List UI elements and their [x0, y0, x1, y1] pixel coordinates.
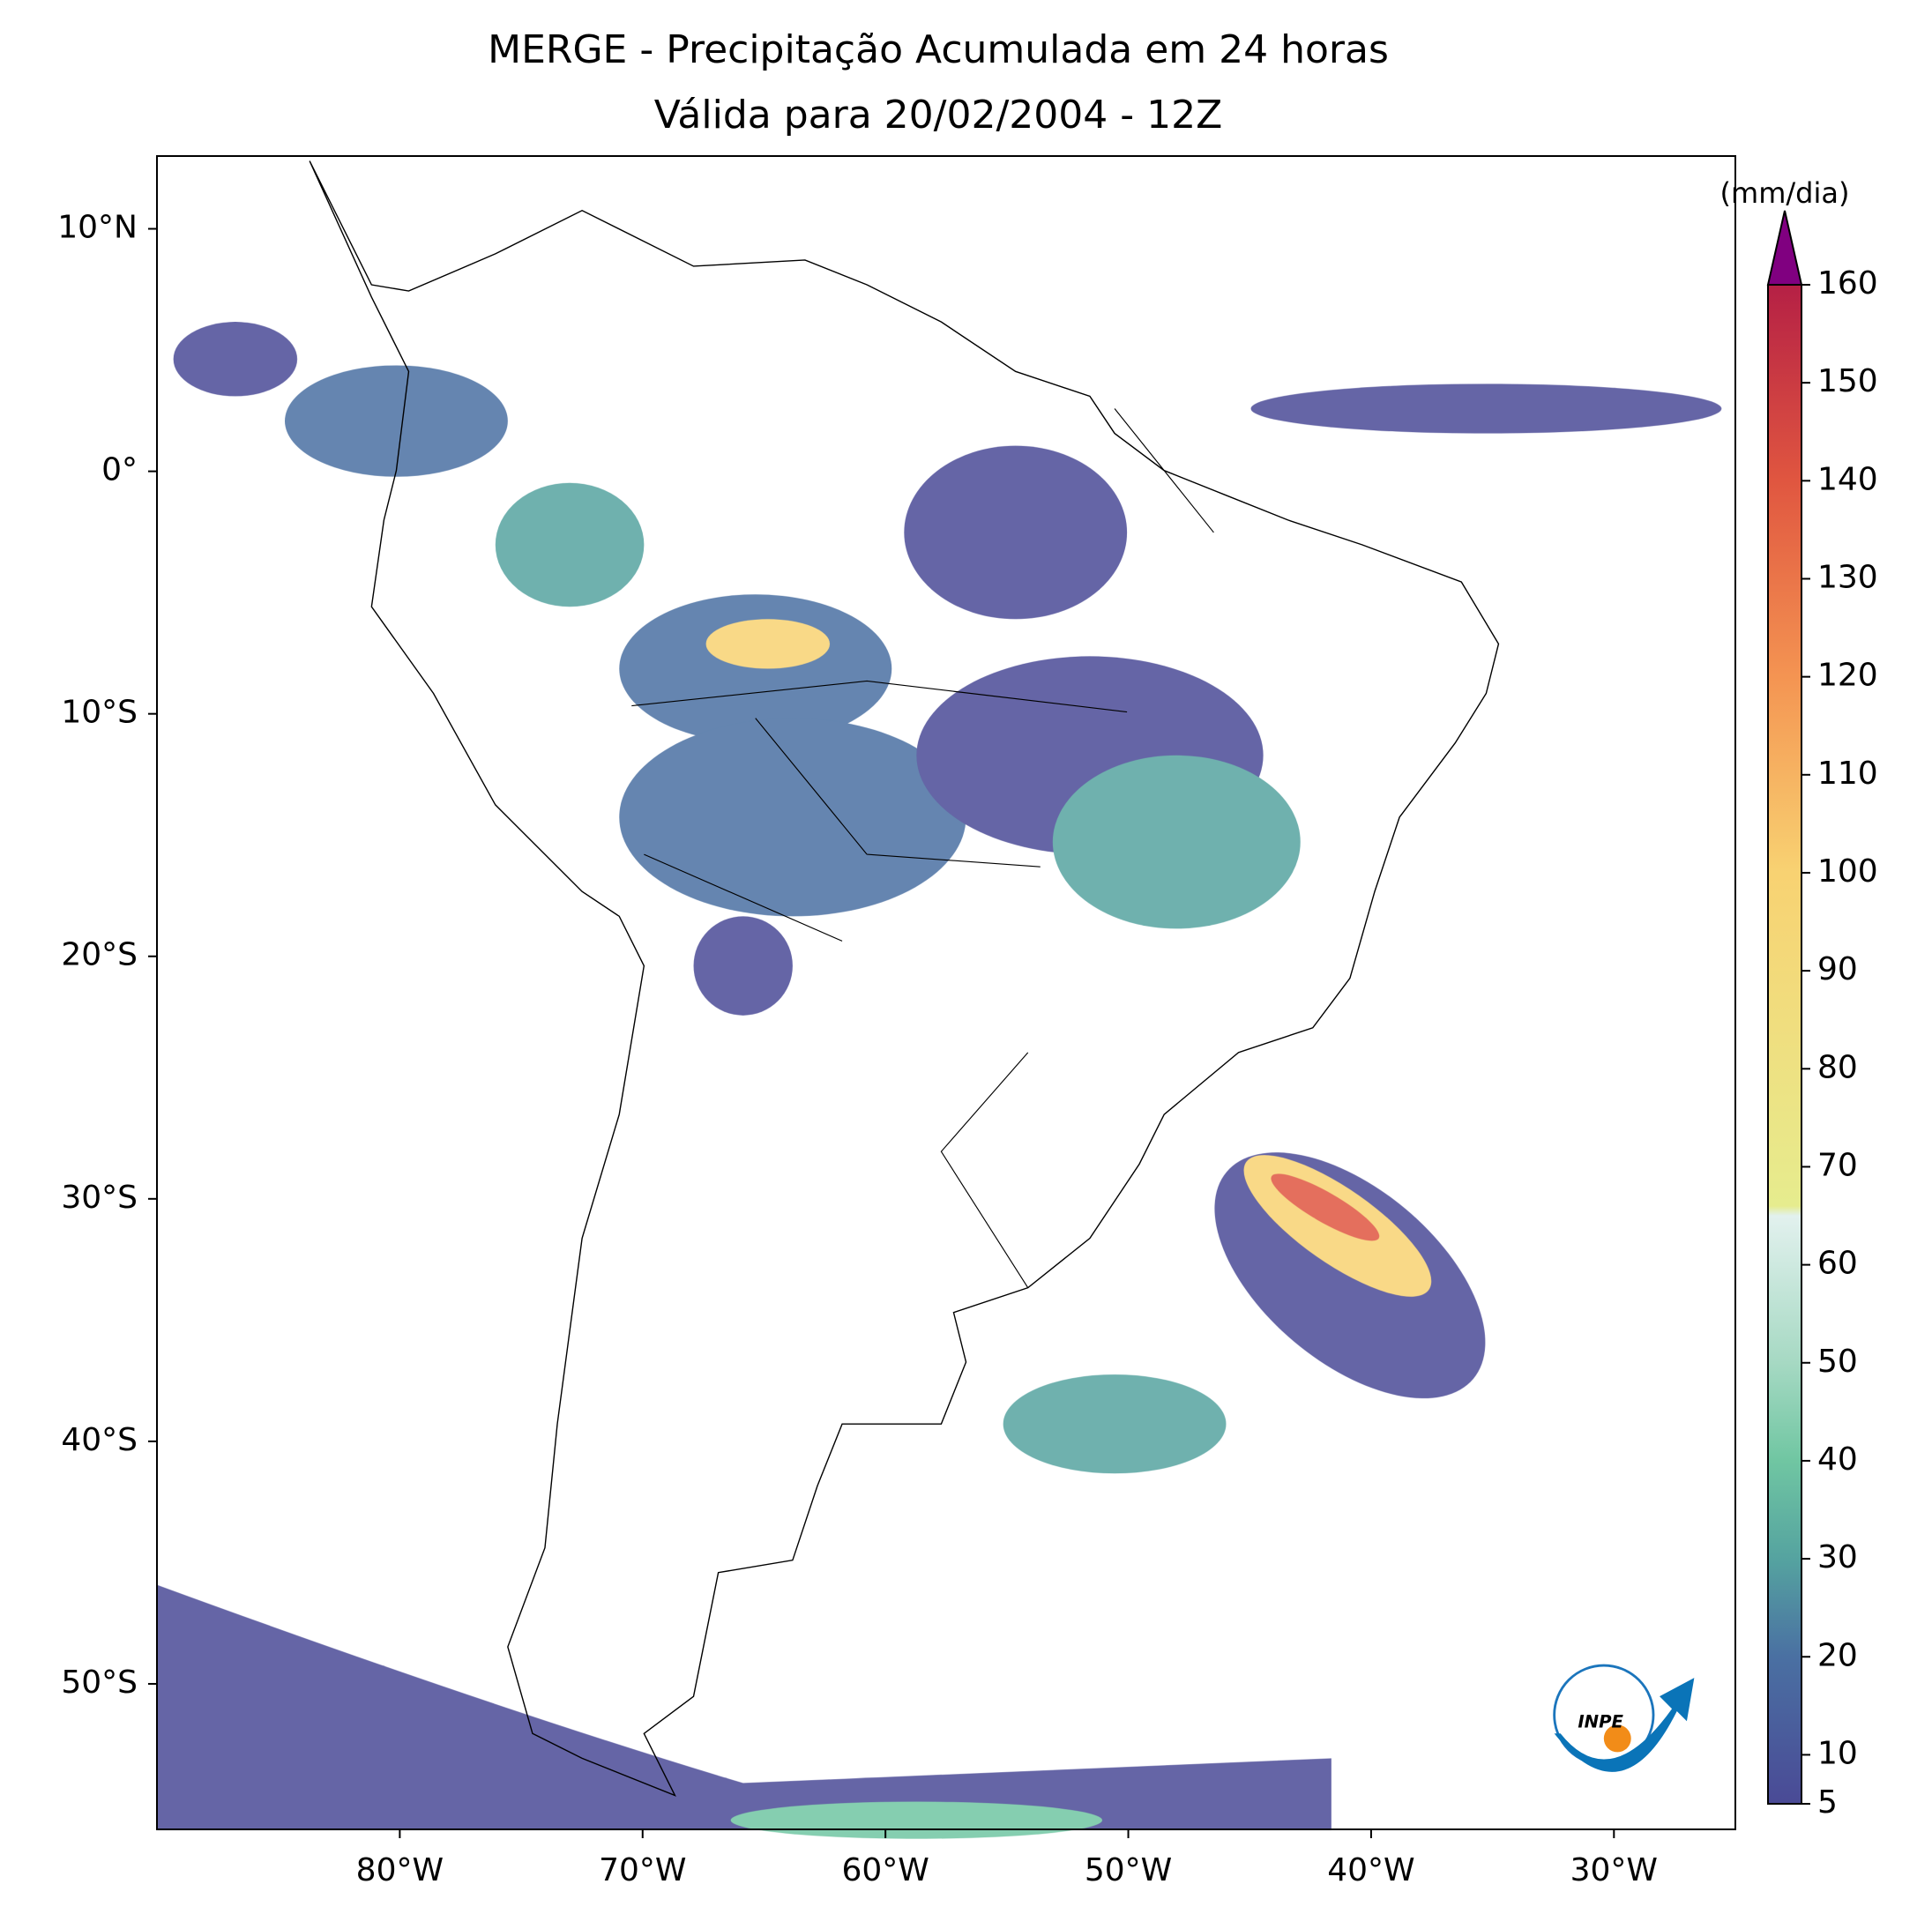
colorbar [1767, 284, 1802, 1805]
y-tick-label: 20°S [61, 937, 138, 973]
colorbar-tick-label: 140 [1817, 461, 1878, 497]
colorbar-tick-label: 40 [1817, 1441, 1858, 1478]
x-tick-label: 60°W [841, 1852, 929, 1888]
y-tick-label: 40°S [61, 1422, 138, 1458]
precipitation-field [157, 322, 1722, 1839]
colorbar-tick-label: 30 [1817, 1539, 1858, 1575]
colorbar-tick-label: 10 [1817, 1735, 1858, 1771]
colorbar-tick-label: 20 [1817, 1637, 1858, 1673]
colorbar-tick-label: 120 [1817, 658, 1878, 694]
y-tick-label: 30°S [61, 1180, 138, 1216]
y-tick-label: 10°S [61, 695, 138, 731]
borders [631, 408, 1214, 1288]
y-tick-label: 50°S [61, 1665, 138, 1701]
colorbar-tick-label: 100 [1817, 853, 1878, 890]
colorbar-extend [1766, 210, 1803, 286]
colorbar-tick-label: 130 [1817, 559, 1878, 595]
colorbar-tick-label: 70 [1817, 1147, 1858, 1183]
subtitle: Válida para 20/02/2004 - 12Z [654, 93, 1223, 138]
colorbar-tick-label: 160 [1817, 265, 1878, 302]
colorbar-tick-label: 50 [1817, 1344, 1858, 1380]
x-tick-label: 80°W [356, 1852, 444, 1888]
x-tick-label: 70°W [599, 1852, 686, 1888]
x-tick-label: 50°W [1085, 1852, 1172, 1888]
x-tick-label: 40°W [1327, 1852, 1414, 1888]
y-tick-label: 10°N [57, 210, 138, 246]
logo-text: INPE [1578, 1711, 1623, 1732]
colorbar-tick-label: 60 [1817, 1246, 1858, 1282]
inpe-logo: INPE [1553, 1664, 1695, 1772]
colorbar-label: (mm/dia) [1720, 176, 1850, 210]
colorbar-tick-label: 90 [1817, 951, 1858, 987]
y-tick-label: 0° [101, 452, 138, 488]
plot-frame [156, 155, 1736, 1830]
x-tick-label: 30°W [1570, 1852, 1658, 1888]
colorbar-tick-label: 80 [1817, 1049, 1858, 1085]
colorbar-tick-label: 5 [1817, 1784, 1838, 1821]
colorbar-tick-label: 110 [1817, 756, 1878, 792]
map-layer: INPE [157, 160, 1722, 1839]
title: MERGE - Precipitação Acumulada em 24 hor… [488, 27, 1389, 72]
coastline [309, 160, 1500, 1797]
colorbar-tick-label: 150 [1817, 363, 1878, 399]
